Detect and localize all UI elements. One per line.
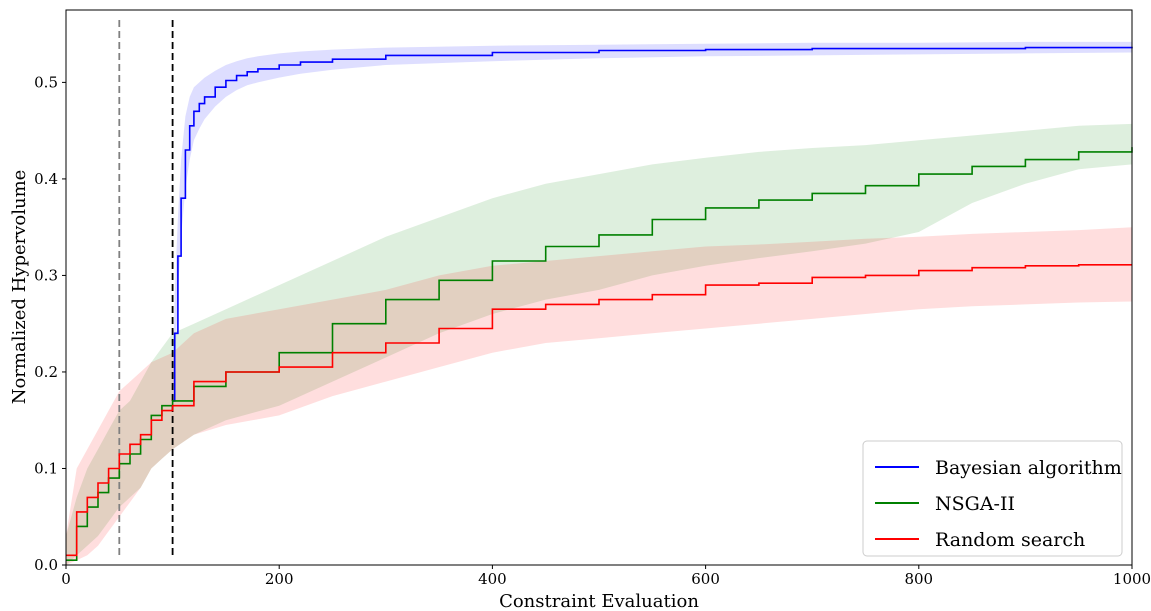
legend-label-nsga-ii: NSGA-II (935, 493, 1015, 515)
band-bayesian-algorithm (172, 41, 1133, 401)
plot-frame (65, 9, 1133, 566)
x-tick-label: 400 (478, 570, 507, 588)
line-bayesian-algorithm (172, 46, 1133, 402)
y-tick-label: 0.5 (34, 73, 58, 91)
confidence-bands (66, 41, 1133, 566)
y-tick-label: 0.2 (34, 363, 58, 381)
y-axis-label: Normalized Hypervolume (9, 170, 30, 405)
series-lines (66, 46, 1133, 561)
x-tick-label: 200 (265, 570, 294, 588)
legend: Bayesian algorithm NSGA-II Random search (862, 440, 1123, 557)
x-axis: 0 200 400 600 800 1000 (61, 565, 1151, 588)
y-tick-label: 0.0 (34, 556, 58, 574)
legend-box (862, 440, 1123, 557)
y-tick-label: 0.3 (34, 266, 58, 284)
y-tick-label: 0.1 (34, 459, 58, 477)
band-nsga-ii (66, 123, 1132, 566)
x-tick-label: 0 (61, 570, 71, 588)
x-axis-label: Constraint Evaluation (499, 591, 699, 611)
band-random-search (66, 227, 1132, 565)
legend-label-bayesian-algorithm: Bayesian algorithm (935, 457, 1122, 479)
x-tick-label: 800 (904, 570, 933, 588)
legend-label-random-search: Random search (935, 529, 1085, 551)
line-random-search (66, 264, 1132, 557)
y-axis: 0.0 0.1 0.2 0.3 0.4 0.5 (34, 73, 66, 574)
x-tick-label: 1000 (1113, 570, 1151, 588)
x-tick-label: 600 (691, 570, 720, 588)
y-tick-label: 0.4 (34, 170, 58, 188)
